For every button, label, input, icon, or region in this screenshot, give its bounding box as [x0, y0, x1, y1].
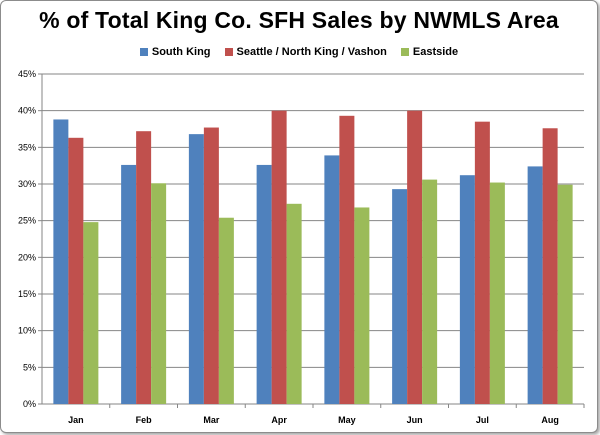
y-tick-label: 15% [18, 289, 36, 299]
y-tick-label: 35% [18, 142, 36, 152]
bar-eastside-jan [83, 222, 99, 404]
bar-south-king-may [324, 155, 340, 404]
bar-seattle-north-king-vashon-apr [271, 110, 287, 405]
legend-swatch-south-king [139, 48, 148, 56]
bar-eastside-feb [151, 183, 167, 404]
legend-label-seattle: Seattle / North King / Vashon [236, 46, 387, 58]
bar-seattle-north-king-vashon-jun [407, 110, 423, 405]
chart-legend: South King Seattle / North King / Vashon… [1, 46, 597, 58]
x-tick-label: May [338, 415, 356, 425]
y-tick-label: 5% [23, 362, 36, 372]
x-tick-label: Apr [271, 415, 287, 425]
y-tick-label: 45% [18, 69, 36, 79]
legend-entry-south-king: South King [139, 46, 211, 58]
bar-eastside-may [354, 207, 370, 404]
bar-south-king-feb [121, 164, 137, 404]
bar-south-king-aug [527, 166, 543, 404]
bar-south-king-jan [53, 119, 69, 404]
x-tick-label: Mar [203, 415, 220, 425]
legend-entry-seattle: Seattle / North King / Vashon [224, 46, 387, 58]
bar-seattle-north-king-vashon-jan [68, 137, 84, 405]
x-tick-label: Jan [68, 415, 84, 425]
legend-entry-eastside: Eastside [400, 46, 459, 58]
legend-label-eastside: Eastside [412, 46, 459, 58]
bar-seattle-north-king-vashon-aug [542, 128, 558, 404]
legend-label-south-king: South King [151, 46, 211, 58]
y-tick-label: 25% [18, 216, 36, 226]
bar-eastside-apr [286, 203, 302, 404]
bar-eastside-jul [489, 182, 505, 404]
bar-seattle-north-king-vashon-mar [203, 127, 219, 405]
legend-swatch-seattle [224, 48, 233, 56]
bar-south-king-jun [392, 189, 408, 404]
bar-south-king-mar [188, 134, 204, 404]
bar-eastside-aug [557, 184, 573, 404]
bar-south-king-apr [256, 164, 272, 404]
y-tick-label: 0% [23, 399, 36, 409]
y-tick-label: 20% [18, 252, 36, 262]
bar-seattle-north-king-vashon-may [339, 115, 355, 405]
bar-south-king-jul [459, 175, 475, 404]
x-tick-label: Jun [407, 415, 423, 425]
y-tick-label: 10% [18, 326, 36, 336]
bar-seattle-north-king-vashon-feb [136, 131, 152, 404]
bar-seattle-north-king-vashon-jul [474, 121, 490, 405]
y-tick-label: 30% [18, 179, 36, 189]
chart-title: % of Total King Co. SFH Sales by NWMLS A… [39, 7, 559, 33]
x-tick-label: Aug [541, 415, 559, 425]
legend-swatch-eastside [400, 48, 409, 56]
x-tick-label: Feb [136, 415, 153, 425]
x-tick-label: Jul [476, 415, 489, 425]
bar-eastside-mar [218, 217, 234, 404]
bar-eastside-jun [422, 179, 438, 404]
y-tick-label: 40% [18, 106, 36, 116]
